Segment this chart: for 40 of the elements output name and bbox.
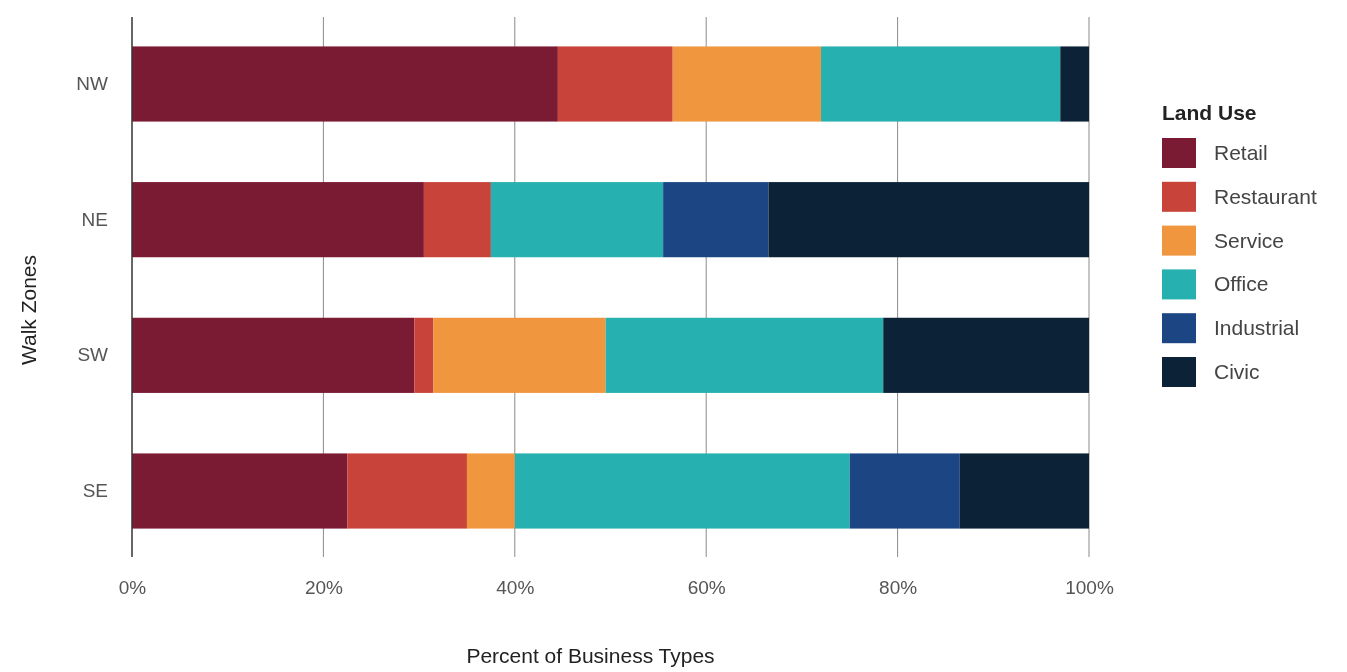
y-tick-label: NW: [76, 73, 109, 95]
bar: [347, 453, 467, 529]
bar: [605, 317, 884, 393]
bar: [433, 317, 606, 393]
y-axis-title: Walk Zones: [17, 254, 40, 366]
x-tick-label: 100%: [1065, 577, 1114, 599]
bar: [768, 182, 1089, 258]
x-tick-label: 0%: [118, 577, 147, 599]
legend-label: Restaurant: [1214, 184, 1317, 208]
bar: [423, 182, 491, 258]
x-axis-title: Percent of Business Types: [466, 644, 715, 667]
bar: [132, 46, 558, 122]
legend-label: Office: [1214, 272, 1269, 296]
bar: [132, 453, 348, 529]
bar: [414, 317, 434, 393]
x-tick-label: 80%: [879, 577, 918, 599]
legend-label: Industrial: [1214, 316, 1300, 340]
bar: [132, 317, 415, 393]
bar: [849, 453, 960, 529]
bar: [557, 46, 673, 122]
bar: [663, 182, 769, 258]
bar: [672, 46, 822, 122]
legend-label: Service: [1214, 228, 1285, 252]
x-tick-label: 40%: [496, 577, 535, 599]
legend-label: Civic: [1214, 360, 1260, 383]
bar: [466, 453, 515, 529]
y-tick-label: NE: [81, 208, 108, 230]
x-tick-label: 20%: [304, 577, 344, 599]
legend-label: Retail: [1214, 141, 1268, 164]
legend-title: Land Use: [1162, 101, 1257, 124]
bar: [490, 182, 664, 258]
x-tick-label: 60%: [687, 577, 726, 599]
bar: [821, 46, 1061, 122]
y-tick-label: SE: [82, 480, 108, 502]
bar: [514, 453, 850, 529]
bar: [883, 317, 1089, 393]
y-tick-label: SW: [77, 344, 109, 366]
bar: [132, 182, 424, 258]
bar: [1060, 46, 1089, 122]
bar: [959, 453, 1089, 529]
